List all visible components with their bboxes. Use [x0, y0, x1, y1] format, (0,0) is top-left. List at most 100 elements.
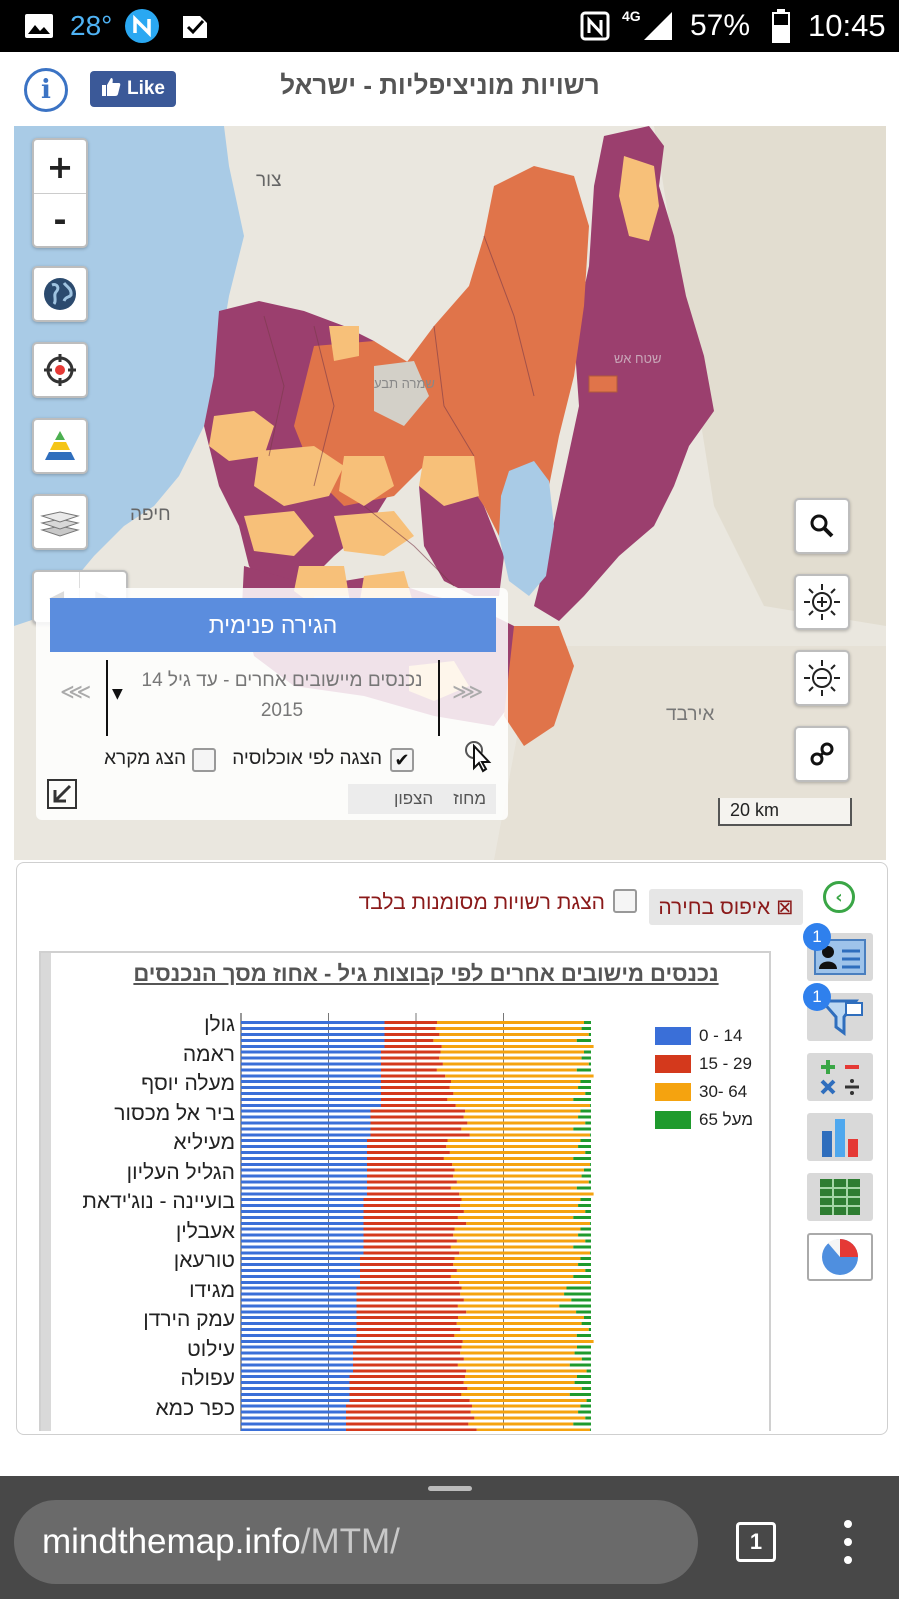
info-icon[interactable]: i [24, 68, 68, 112]
back-button[interactable]: ‹ [823, 881, 855, 913]
bar-segment [577, 1375, 591, 1378]
collapse-icon[interactable] [46, 778, 78, 814]
bar-segment [454, 1168, 584, 1172]
indicator-selector[interactable]: נכנסים מיישובים אחרים - עד גיל 14 2015 [141, 670, 423, 721]
cursor-icon[interactable] [464, 740, 496, 778]
nfc-icon [580, 0, 610, 52]
bar-segment [241, 1375, 350, 1378]
bar-segment [241, 1056, 381, 1060]
bar-segment [367, 1168, 455, 1172]
bar-segment [241, 1245, 364, 1249]
filter-button[interactable]: 1 [803, 983, 873, 1041]
brightness-down-button[interactable] [794, 650, 850, 706]
district-tab[interactable]: מחוז הצפון [348, 784, 496, 814]
category-label: מגידו [189, 1278, 235, 1302]
bar-segment [462, 1340, 594, 1343]
bar-segment [585, 1151, 591, 1154]
bar-segment [450, 1186, 577, 1190]
bar-segment [367, 1163, 453, 1166]
bar-segment [241, 1387, 350, 1390]
tab-count-button[interactable]: 1 [736, 1522, 776, 1562]
bar-segment [381, 1086, 450, 1089]
bar-segment [580, 1227, 591, 1231]
bar-segment [356, 1334, 455, 1337]
bar-segment [574, 1351, 591, 1355]
bar-segment [367, 1192, 460, 1196]
bar-segment [346, 1416, 475, 1420]
bar-segment [453, 1263, 579, 1266]
search-button[interactable] [794, 498, 850, 554]
bar-segment [449, 1086, 579, 1089]
bar-segment [447, 1098, 574, 1101]
bar-segment [241, 1275, 360, 1278]
link-button[interactable] [794, 726, 850, 782]
bar-segment [241, 1086, 381, 1089]
panel-header[interactable]: הגירה פנימית [50, 598, 496, 652]
table-button[interactable] [807, 1173, 873, 1221]
selector-left-bar [106, 660, 108, 736]
bar-segment [457, 1216, 574, 1219]
bar-segment [453, 1092, 586, 1095]
bar-chart-button[interactable] [807, 1113, 873, 1161]
category-label: עמק הירדן [143, 1308, 235, 1331]
bar-segment [459, 1251, 591, 1255]
pyramid-button[interactable] [32, 418, 88, 474]
dropdown-caret-icon[interactable]: ▼ [112, 686, 123, 702]
bar-segment [381, 1080, 451, 1083]
bar-segment [381, 1050, 441, 1054]
bar-segment [241, 1216, 364, 1219]
bar-segment [590, 1428, 591, 1431]
bar-segment [356, 1340, 463, 1343]
bar-segment [367, 1186, 451, 1190]
brightness-up-button[interactable] [794, 574, 850, 630]
bar-segment [447, 1139, 581, 1142]
layers-button[interactable] [32, 494, 88, 550]
municipality-list-button[interactable]: 1 [803, 923, 873, 981]
category-label: טורעאן [173, 1249, 235, 1272]
bar-segment [356, 1304, 458, 1308]
bar-segment [241, 1269, 360, 1272]
legend-checkbox[interactable] [192, 748, 216, 772]
locate-button[interactable] [32, 342, 88, 398]
selector-right-bar [438, 660, 440, 736]
bar-segment [241, 1033, 385, 1036]
next-arrows[interactable]: ⋘ [60, 680, 92, 705]
bar-segment [436, 1068, 577, 1072]
reset-selection-button[interactable]: ⊠ איפוס בחירה [649, 889, 803, 925]
map-label-mountain: שטח אש [614, 351, 662, 366]
bar-segment [241, 1098, 381, 1101]
prev-arrows[interactable]: ⋙ [452, 680, 484, 705]
bar-segment [370, 1115, 464, 1119]
chart-resize-handle[interactable] [41, 953, 51, 1431]
zoom-out-button[interactable]: - [53, 201, 67, 239]
bar-segment [363, 1227, 455, 1231]
bar-segment [241, 1292, 357, 1296]
bar-segment [356, 1322, 457, 1325]
bar-segment [576, 1068, 591, 1072]
population-checkbox[interactable]: ✔ [390, 748, 414, 772]
bar-segment [241, 1127, 371, 1131]
map-view[interactable]: צור חיפה אירבד שמרה תבע שטח אש + - ◀ ▶ 2… [14, 126, 886, 860]
bar-segment [472, 1404, 581, 1408]
facebook-like-button[interactable]: Like [90, 71, 176, 107]
bar-segment [241, 1180, 367, 1184]
pie-chart-button[interactable] [807, 1233, 873, 1281]
bar-segment [590, 1222, 591, 1225]
show-marked-checkbox[interactable] [613, 889, 637, 913]
zoom-in-button[interactable]: + [34, 140, 86, 194]
bar-segment [581, 1027, 591, 1030]
bar-segment [363, 1245, 451, 1249]
bar-segment [578, 1086, 591, 1089]
more-menu-icon[interactable] [832, 1520, 864, 1564]
url-bar[interactable]: mindthemap.info/MTM/ [14, 1500, 698, 1584]
drag-handle[interactable] [428, 1486, 472, 1491]
globe-button[interactable] [32, 266, 88, 322]
bar-segment [435, 1027, 582, 1030]
image-icon [24, 0, 54, 52]
bar-segment [441, 1045, 594, 1048]
bar-segment [440, 1050, 584, 1054]
calculator-button[interactable] [807, 1053, 873, 1101]
bar-segment [381, 1104, 456, 1107]
pie-chart-icon [822, 1238, 858, 1275]
bar-segment [241, 1198, 364, 1201]
